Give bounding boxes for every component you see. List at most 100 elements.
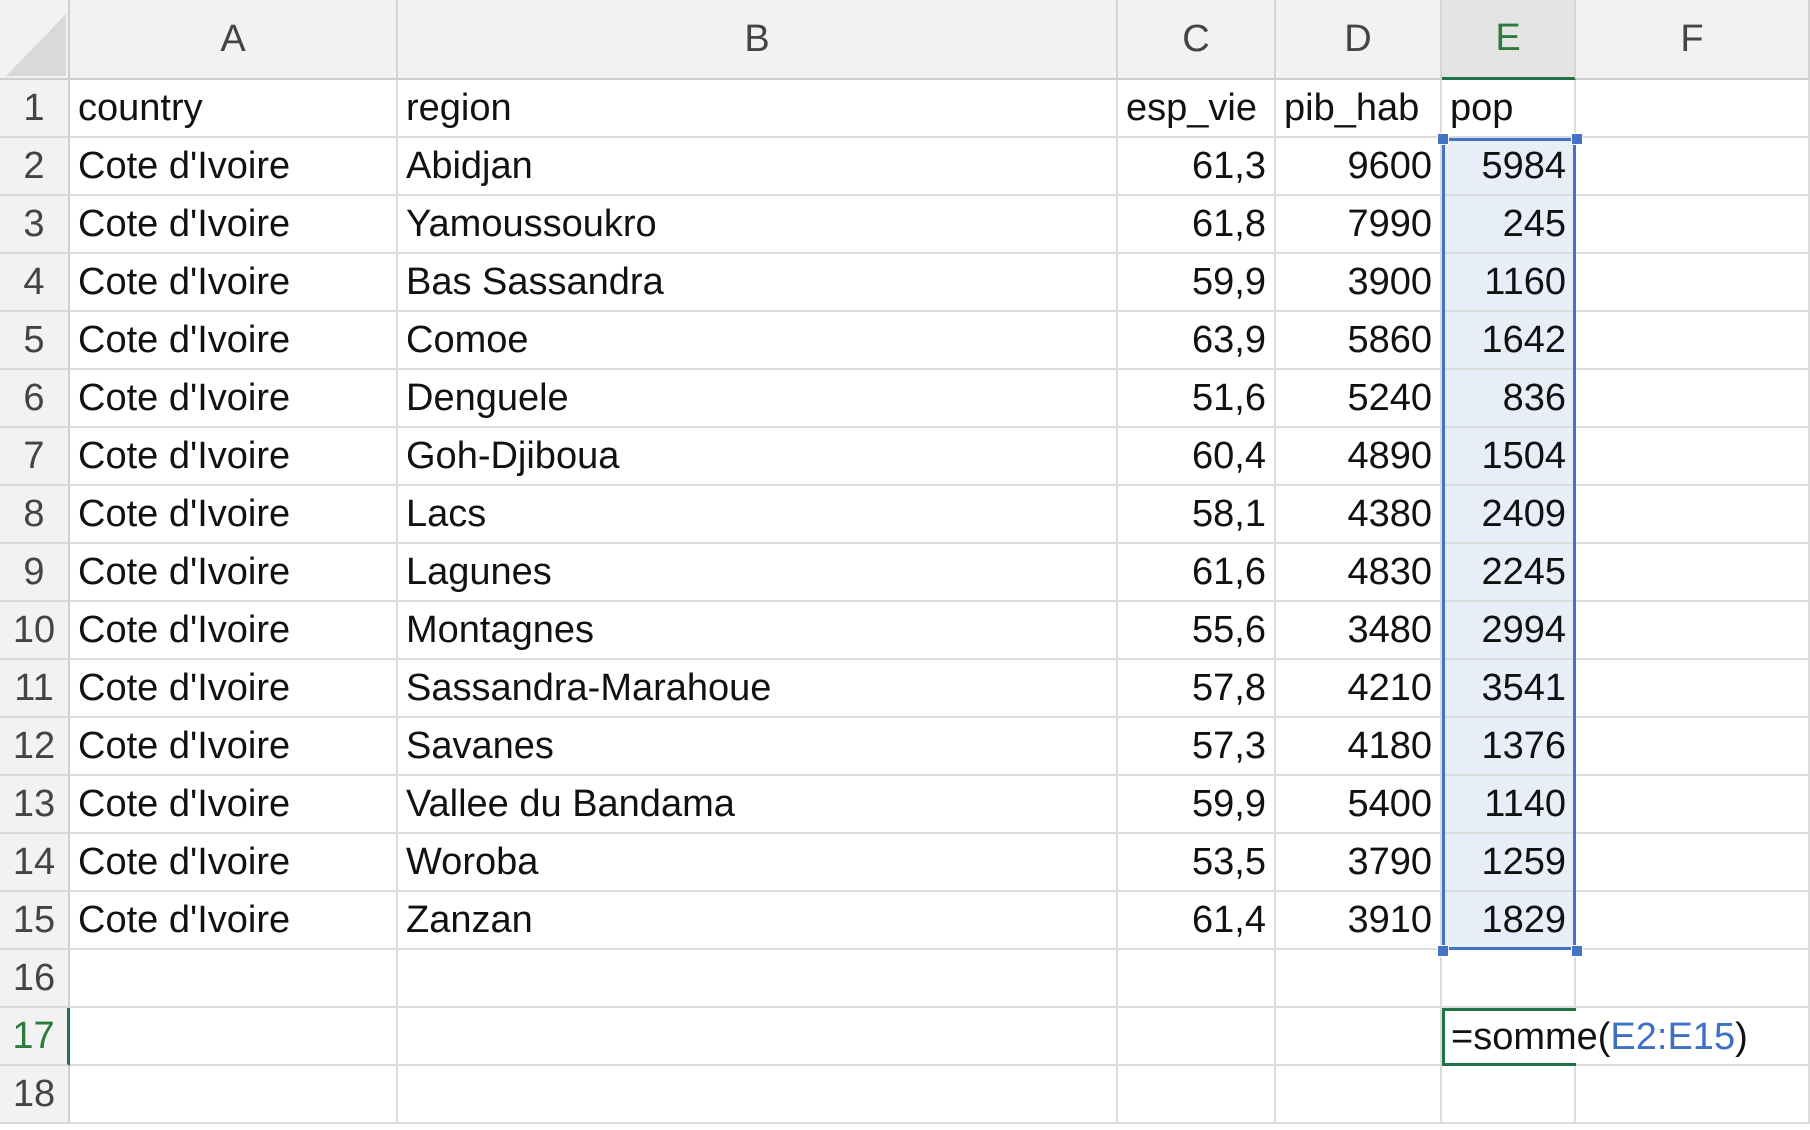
cell-a11[interactable]: Cote d'Ivoire (70, 660, 398, 718)
cell-d3[interactable]: 7990 (1276, 196, 1442, 254)
cell-a15[interactable]: Cote d'Ivoire (70, 892, 398, 950)
cell-b16[interactable] (398, 950, 1118, 1008)
row-header-8[interactable]: 8 (0, 486, 70, 544)
cell-a5[interactable]: Cote d'Ivoire (70, 312, 398, 370)
cell-c17[interactable] (1118, 1008, 1276, 1066)
cell-e15[interactable]: 1829 (1442, 892, 1576, 950)
cell-b15[interactable]: Zanzan (398, 892, 1118, 950)
cell-a8[interactable]: Cote d'Ivoire (70, 486, 398, 544)
cell-f11[interactable] (1576, 660, 1810, 718)
cell-d14[interactable]: 3790 (1276, 834, 1442, 892)
cell-a10[interactable]: Cote d'Ivoire (70, 602, 398, 660)
cell-a6[interactable]: Cote d'Ivoire (70, 370, 398, 428)
cell-a3[interactable]: Cote d'Ivoire (70, 196, 398, 254)
cell-c8[interactable]: 58,1 (1118, 486, 1276, 544)
cell-a7[interactable]: Cote d'Ivoire (70, 428, 398, 486)
row-header-13[interactable]: 13 (0, 776, 70, 834)
cell-a12[interactable]: Cote d'Ivoire (70, 718, 398, 776)
cell-e14[interactable]: 1259 (1442, 834, 1576, 892)
cell-f7[interactable] (1576, 428, 1810, 486)
cell-e12[interactable]: 1376 (1442, 718, 1576, 776)
cell-c15[interactable]: 61,4 (1118, 892, 1276, 950)
row-header-7[interactable]: 7 (0, 428, 70, 486)
cell-f2[interactable] (1576, 138, 1810, 196)
cell-b13[interactable]: Vallee du Bandama (398, 776, 1118, 834)
cell-f4[interactable] (1576, 254, 1810, 312)
cell-d8[interactable]: 4380 (1276, 486, 1442, 544)
cell-c18[interactable] (1118, 1066, 1276, 1124)
cell-f6[interactable] (1576, 370, 1810, 428)
cell-b17[interactable] (398, 1008, 1118, 1066)
cell-d16[interactable] (1276, 950, 1442, 1008)
cell-d5[interactable]: 5860 (1276, 312, 1442, 370)
cell-a14[interactable]: Cote d'Ivoire (70, 834, 398, 892)
cell-c9[interactable]: 61,6 (1118, 544, 1276, 602)
cell-c6[interactable]: 51,6 (1118, 370, 1276, 428)
row-header-10[interactable]: 10 (0, 602, 70, 660)
row-header-18[interactable]: 18 (0, 1066, 70, 1124)
cell-e18[interactable] (1442, 1066, 1576, 1124)
cell-a4[interactable]: Cote d'Ivoire (70, 254, 398, 312)
cell-e13[interactable]: 1140 (1442, 776, 1576, 834)
cell-a13[interactable]: Cote d'Ivoire (70, 776, 398, 834)
cell-e7[interactable]: 1504 (1442, 428, 1576, 486)
cell-d4[interactable]: 3900 (1276, 254, 1442, 312)
cell-a9[interactable]: Cote d'Ivoire (70, 544, 398, 602)
cell-c10[interactable]: 55,6 (1118, 602, 1276, 660)
selection-handle[interactable] (1571, 945, 1583, 957)
cell-c14[interactable]: 53,5 (1118, 834, 1276, 892)
row-header-12[interactable]: 12 (0, 718, 70, 776)
cell-a1[interactable]: country (70, 80, 398, 138)
cell-d11[interactable]: 4210 (1276, 660, 1442, 718)
cell-d15[interactable]: 3910 (1276, 892, 1442, 950)
cell-e10[interactable]: 2994 (1442, 602, 1576, 660)
cell-f10[interactable] (1576, 602, 1810, 660)
cell-d1[interactable]: pib_hab (1276, 80, 1442, 138)
cell-f5[interactable] (1576, 312, 1810, 370)
cell-b9[interactable]: Lagunes (398, 544, 1118, 602)
row-header-16[interactable]: 16 (0, 950, 70, 1008)
cell-f16[interactable] (1576, 950, 1810, 1008)
cell-e8[interactable]: 2409 (1442, 486, 1576, 544)
cell-e6[interactable]: 836 (1442, 370, 1576, 428)
cell-d13[interactable]: 5400 (1276, 776, 1442, 834)
cell-b14[interactable]: Woroba (398, 834, 1118, 892)
cell-d9[interactable]: 4830 (1276, 544, 1442, 602)
cell-d2[interactable]: 9600 (1276, 138, 1442, 196)
cell-b10[interactable]: Montagnes (398, 602, 1118, 660)
cell-c11[interactable]: 57,8 (1118, 660, 1276, 718)
cell-f3[interactable] (1576, 196, 1810, 254)
cell-c4[interactable]: 59,9 (1118, 254, 1276, 312)
cell-b3[interactable]: Yamoussoukro (398, 196, 1118, 254)
cell-f17[interactable] (1576, 1008, 1810, 1066)
cell-b11[interactable]: Sassandra-Marahoue (398, 660, 1118, 718)
row-header-15[interactable]: 15 (0, 892, 70, 950)
column-header-b[interactable]: B (398, 0, 1118, 80)
row-header-14[interactable]: 14 (0, 834, 70, 892)
row-header-17[interactable]: 17 (0, 1008, 70, 1066)
cell-e9[interactable]: 2245 (1442, 544, 1576, 602)
selection-handle[interactable] (1437, 133, 1449, 145)
cell-b5[interactable]: Comoe (398, 312, 1118, 370)
row-header-2[interactable]: 2 (0, 138, 70, 196)
cell-f13[interactable] (1576, 776, 1810, 834)
cell-e16[interactable] (1442, 950, 1576, 1008)
cell-e3[interactable]: 245 (1442, 196, 1576, 254)
column-header-a[interactable]: A (70, 0, 398, 80)
row-header-3[interactable]: 3 (0, 196, 70, 254)
row-header-1[interactable]: 1 (0, 80, 70, 138)
cell-c5[interactable]: 63,9 (1118, 312, 1276, 370)
cell-f18[interactable] (1576, 1066, 1810, 1124)
cell-e4[interactable]: 1160 (1442, 254, 1576, 312)
cell-b2[interactable]: Abidjan (398, 138, 1118, 196)
row-header-5[interactable]: 5 (0, 312, 70, 370)
cell-a17[interactable] (70, 1008, 398, 1066)
cell-e2[interactable]: 5984 (1442, 138, 1576, 196)
row-header-9[interactable]: 9 (0, 544, 70, 602)
cell-c12[interactable]: 57,3 (1118, 718, 1276, 776)
cell-b6[interactable]: Denguele (398, 370, 1118, 428)
cell-d12[interactable]: 4180 (1276, 718, 1442, 776)
cell-f8[interactable] (1576, 486, 1810, 544)
row-header-11[interactable]: 11 (0, 660, 70, 718)
